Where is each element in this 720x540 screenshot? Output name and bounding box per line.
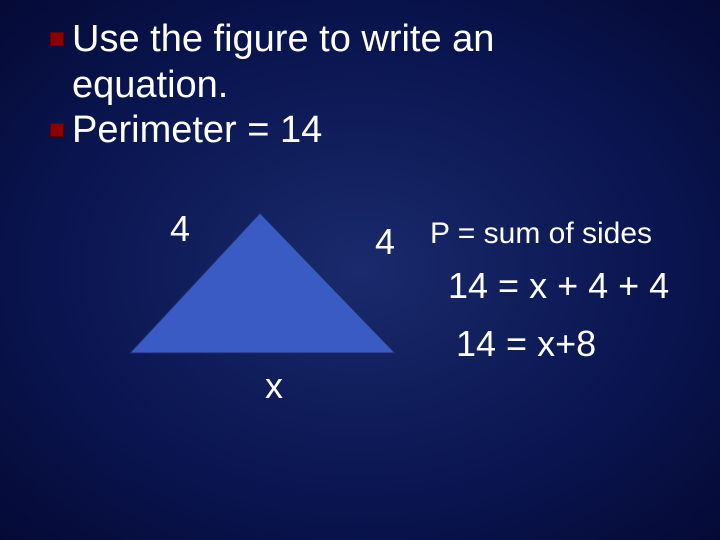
bullet-icon <box>50 32 64 46</box>
side-label-bottom: x <box>265 365 283 407</box>
bullet-text-1b: equation. <box>72 64 228 108</box>
equation-2: 14 = x + 4 + 4 <box>448 265 669 307</box>
bullet-item-2: Perimeter = 14 <box>50 109 670 153</box>
slide-content: Use the figure to write an equation. Per… <box>0 0 720 521</box>
bullet-icon <box>50 123 64 137</box>
triangle-shape <box>110 203 410 403</box>
bullet-item-1-cont: equation. <box>50 64 670 108</box>
bullet-item-1: Use the figure to write an <box>50 18 670 62</box>
figure-area: 4 4 x P = sum of sides 14 = x + 4 + 4 14… <box>50 203 670 503</box>
side-label-right: 4 <box>375 221 395 263</box>
equation-1: P = sum of sides <box>430 217 669 251</box>
equation-3: 14 = x+8 <box>456 323 669 365</box>
side-label-left: 4 <box>170 208 190 250</box>
triangle-container: 4 4 x <box>110 203 410 403</box>
bullet-text-1: Use the figure to write an <box>72 18 494 62</box>
bullet-text-2: Perimeter = 14 <box>72 109 322 153</box>
equations-block: P = sum of sides 14 = x + 4 + 4 14 = x+8 <box>430 217 669 365</box>
